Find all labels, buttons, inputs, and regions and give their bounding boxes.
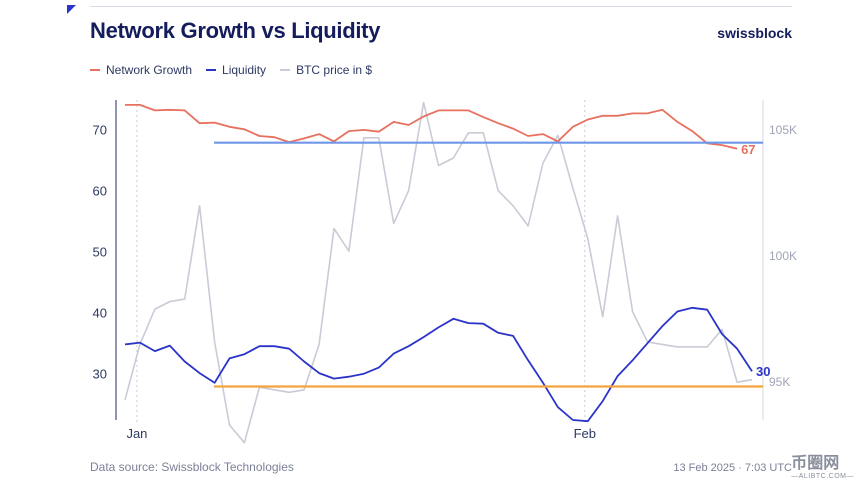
y-right-tick-label: 105K (769, 123, 797, 137)
brand-logo: swissblock (717, 25, 792, 41)
top-divider (90, 6, 792, 7)
x-tick-label: Feb (574, 426, 596, 441)
legend-label: Liquidity (222, 63, 267, 77)
legend-item-liquidity[interactable]: Liquidity (206, 63, 266, 77)
watermark-main: 币圈网 (791, 455, 840, 472)
legend: Network Growth Liquidity BTC price in $ (90, 63, 372, 77)
chart-title: Network Growth vs Liquidity (90, 18, 381, 43)
watermark-sub: —ALIBTC.COM— (791, 473, 854, 480)
y-right-tick-label: 100K (769, 249, 797, 263)
legend-swatch-liquidity (206, 69, 217, 71)
series-line-network-growth (125, 104, 738, 150)
x-tick-label: Jan (126, 426, 147, 441)
end-value-label: 30 (756, 364, 770, 379)
legend-label: Network Growth (106, 63, 193, 77)
y-left-tick-label: 50 (93, 244, 107, 259)
legend-item-btc-price[interactable]: BTC price in $ (280, 63, 372, 77)
legend-swatch-btc-price (280, 69, 291, 71)
data-source: Data source: Swissblock Technologies (90, 460, 294, 474)
y-right-tick-label: 95K (769, 375, 790, 389)
y-left-tick-label: 60 (93, 183, 107, 198)
corner-marker (67, 5, 76, 14)
timestamp: 13 Feb 2025 · 7:03 UTC (673, 462, 792, 474)
end-value-label: 67 (741, 142, 755, 157)
series-line-liquidity (124, 306, 753, 423)
series-line-btc-price-in- (124, 101, 753, 444)
y-left-tick-label: 70 (93, 122, 107, 137)
legend-item-network-growth[interactable]: Network Growth (90, 63, 192, 77)
watermark: 币圈网 —ALIBTC.COM— (791, 449, 854, 480)
legend-label: BTC price in $ (296, 63, 373, 77)
y-left-tick-label: 40 (93, 305, 107, 320)
y-left-tick-label: 30 (93, 366, 107, 381)
legend-swatch-network-growth (90, 69, 100, 71)
